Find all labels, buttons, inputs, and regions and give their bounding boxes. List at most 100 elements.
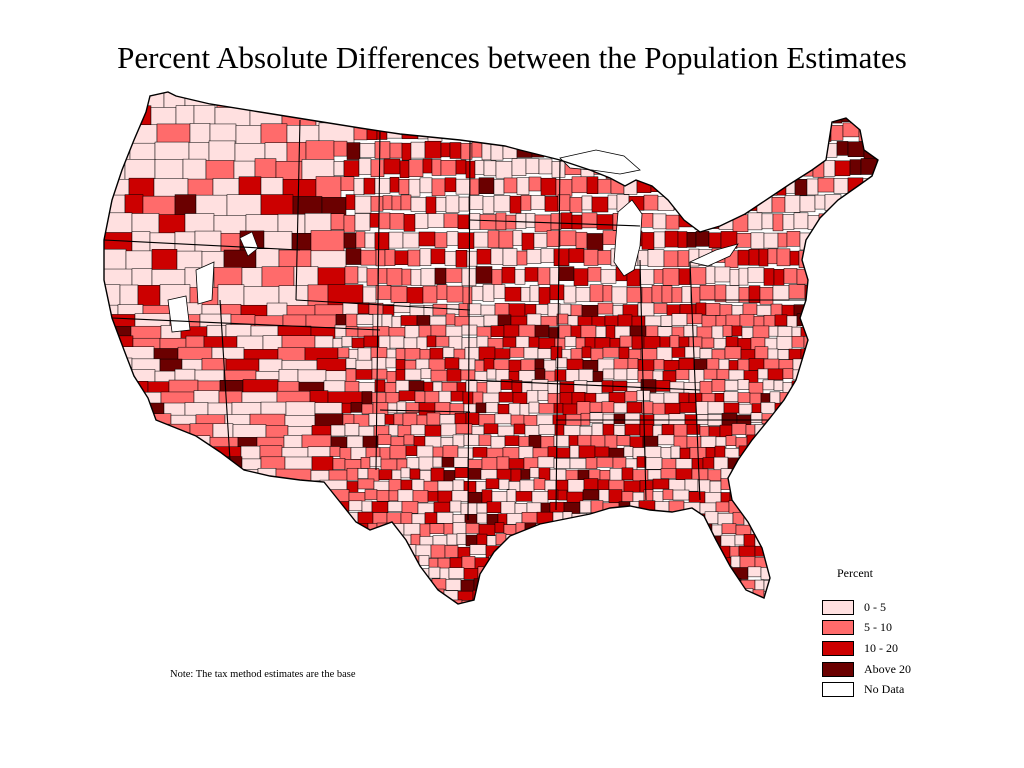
county-cell bbox=[463, 434, 480, 446]
county-cell bbox=[538, 403, 555, 414]
county-cell bbox=[378, 212, 391, 230]
county-cell bbox=[177, 545, 202, 566]
county-cell bbox=[665, 142, 683, 157]
county-cell bbox=[758, 104, 769, 120]
county-cell bbox=[569, 533, 584, 546]
county-cell bbox=[636, 140, 651, 155]
county-cell bbox=[699, 567, 717, 581]
county-cell bbox=[684, 346, 701, 359]
county-cell bbox=[641, 524, 657, 539]
county-cell bbox=[796, 313, 811, 327]
county-cell bbox=[659, 161, 670, 176]
county-cell bbox=[440, 106, 454, 121]
county-cell bbox=[269, 555, 293, 576]
county-cell bbox=[788, 424, 800, 436]
county-cell bbox=[730, 555, 741, 570]
county-cell bbox=[850, 513, 866, 526]
county-cell bbox=[613, 358, 629, 370]
county-cell bbox=[782, 588, 795, 600]
county-cell bbox=[578, 523, 590, 536]
county-cell bbox=[571, 214, 583, 230]
county-cell bbox=[616, 106, 633, 124]
county-cell bbox=[589, 412, 604, 423]
county-cell bbox=[573, 268, 589, 286]
county-cell bbox=[805, 357, 821, 369]
county-cell bbox=[398, 390, 416, 402]
legend-item-no-data: No Data bbox=[822, 679, 952, 700]
county-cell bbox=[801, 92, 814, 106]
county-cell bbox=[858, 546, 874, 561]
county-cell bbox=[690, 577, 707, 588]
county-cell bbox=[601, 401, 615, 413]
county-cell bbox=[644, 446, 662, 459]
county-cell bbox=[850, 491, 867, 503]
county-cell bbox=[457, 232, 475, 249]
county-cell bbox=[357, 468, 369, 479]
county-cell bbox=[783, 534, 798, 545]
county-cell bbox=[508, 458, 525, 469]
county-cell bbox=[559, 591, 576, 602]
county-cell bbox=[791, 336, 805, 348]
county-cell bbox=[673, 589, 691, 601]
county-cell bbox=[621, 491, 634, 502]
county-cell bbox=[849, 159, 862, 175]
county-cell bbox=[748, 106, 760, 122]
county-cell bbox=[405, 599, 422, 604]
county-cell bbox=[481, 142, 492, 161]
county-cell bbox=[475, 266, 493, 284]
county-cell bbox=[681, 140, 692, 158]
county-cell bbox=[777, 524, 789, 536]
county-cell bbox=[752, 325, 770, 339]
county-cell bbox=[363, 556, 378, 568]
county-cell bbox=[571, 176, 588, 194]
county-cell bbox=[104, 357, 133, 379]
county-cell bbox=[794, 478, 808, 490]
county-cell bbox=[347, 590, 360, 602]
county-cell bbox=[562, 601, 580, 604]
county-cell bbox=[345, 368, 357, 383]
county-cell bbox=[834, 286, 851, 305]
county-cell bbox=[663, 567, 676, 580]
county-cell bbox=[566, 358, 584, 371]
county-cell bbox=[845, 436, 862, 448]
county-cell bbox=[670, 599, 688, 604]
county-cell bbox=[161, 458, 191, 479]
county-cell bbox=[543, 141, 555, 156]
county-cell bbox=[875, 412, 878, 426]
county-cell bbox=[104, 371, 123, 392]
county-cell bbox=[476, 502, 488, 514]
county-cell bbox=[844, 524, 862, 539]
county-cell bbox=[864, 335, 875, 350]
county-cell bbox=[387, 556, 400, 569]
county-cell bbox=[599, 589, 615, 601]
county-cell bbox=[531, 491, 549, 505]
county-cell bbox=[374, 232, 390, 250]
county-cell bbox=[524, 546, 541, 560]
county-cell bbox=[487, 578, 498, 592]
county-cell bbox=[348, 500, 363, 512]
county-cell bbox=[852, 249, 869, 264]
county-cell bbox=[345, 313, 358, 328]
county-cell bbox=[556, 447, 571, 459]
county-cell bbox=[837, 512, 852, 524]
county-cell bbox=[647, 567, 665, 581]
county-cell bbox=[564, 546, 578, 558]
county-cell bbox=[659, 535, 672, 548]
county-cell bbox=[443, 523, 454, 535]
county-cell bbox=[406, 457, 420, 470]
county-cell bbox=[731, 469, 749, 480]
county-cell bbox=[704, 141, 719, 157]
county-cell bbox=[400, 194, 412, 211]
county-cell bbox=[445, 579, 462, 591]
county-cell bbox=[388, 424, 399, 437]
county-cell bbox=[826, 336, 837, 348]
county-cell bbox=[663, 250, 679, 268]
county-cell bbox=[854, 480, 867, 495]
county-cell bbox=[655, 380, 671, 392]
county-cell bbox=[483, 314, 499, 327]
county-cell bbox=[880, 382, 896, 392]
county-cell bbox=[444, 251, 457, 266]
county-cell bbox=[880, 490, 895, 502]
county-cell bbox=[143, 467, 172, 488]
county-cell bbox=[751, 447, 769, 458]
